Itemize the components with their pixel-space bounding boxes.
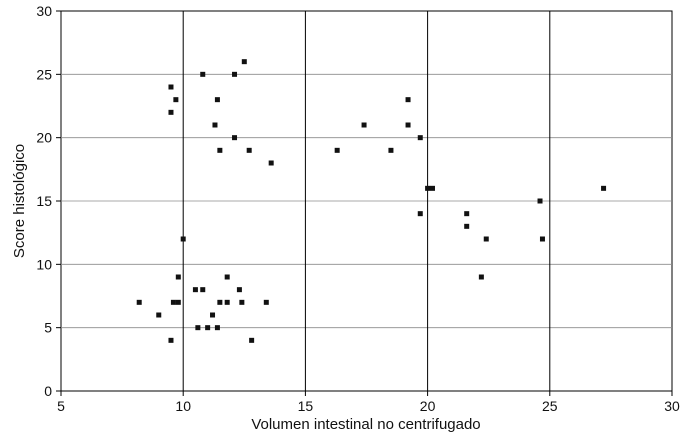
scatter-point [417,135,423,141]
y-tick-label: 0 [44,383,52,399]
scatter-point [268,160,274,166]
gridlines [61,11,672,391]
scatter-point [170,299,176,305]
scatter-point [334,147,340,153]
scatter-point [232,71,238,77]
scatter-point [478,274,484,280]
scatter-point [601,185,607,191]
scatter-point [263,299,269,305]
scatter-point [239,299,245,305]
scatter-point [200,287,206,293]
scatter-point [429,185,435,191]
scatter-point [224,274,230,280]
scatter-point [168,337,174,343]
y-tick-label: 5 [44,320,52,336]
scatter-point [217,147,223,153]
scatter-point [417,211,423,217]
scatter-point [214,325,220,331]
scatter-point [483,236,489,242]
scatter-point [195,325,201,331]
scatter-point [136,299,142,305]
scatter-point [168,109,174,115]
axis-ticks [56,10,673,396]
scatter-point [217,299,223,305]
scatter-point [212,122,218,128]
scatter-point [180,236,186,242]
scatter-point [388,147,394,153]
y-tick-label: 20 [36,130,52,146]
scatter-point [156,312,162,318]
scatter-point [246,147,252,153]
x-tick-label: 25 [542,398,558,414]
y-tick-label: 25 [36,66,52,82]
x-tick-label: 10 [175,398,191,414]
y-axis-label: Score histológico [11,144,28,258]
scatter-point [425,185,431,191]
scatter-point [200,71,206,77]
scatter-point [236,287,242,293]
scatter-point [361,122,367,128]
scatter-point [224,299,230,305]
x-tick-label: 20 [420,398,436,414]
x-axis-label: Volumen intestinal no centrifugado [251,416,480,433]
scatter-point [175,274,181,280]
x-tick-label: 15 [298,398,314,414]
scatter-point [192,287,198,293]
x-tick-label: 5 [57,398,65,414]
scatter-point [405,122,411,128]
y-tick-label: 30 [36,3,52,19]
y-tick-label: 15 [36,193,52,209]
scatter-point [464,223,470,229]
scatter-point [173,97,179,103]
scatter-point [537,198,543,204]
scatter-point [205,325,211,331]
scatter-point [405,97,411,103]
scatter-point [249,337,255,343]
scatter-point [241,59,247,65]
scatter-point [168,84,174,90]
scatter-point [464,211,470,217]
scatter-point [232,135,238,141]
scatter-point [210,312,216,318]
data-points [136,59,607,343]
scatter-point [175,299,181,305]
scatter-point [214,97,220,103]
scatter-point [539,236,545,242]
x-tick-label: 30 [664,398,680,414]
y-tick-label: 10 [36,256,52,272]
